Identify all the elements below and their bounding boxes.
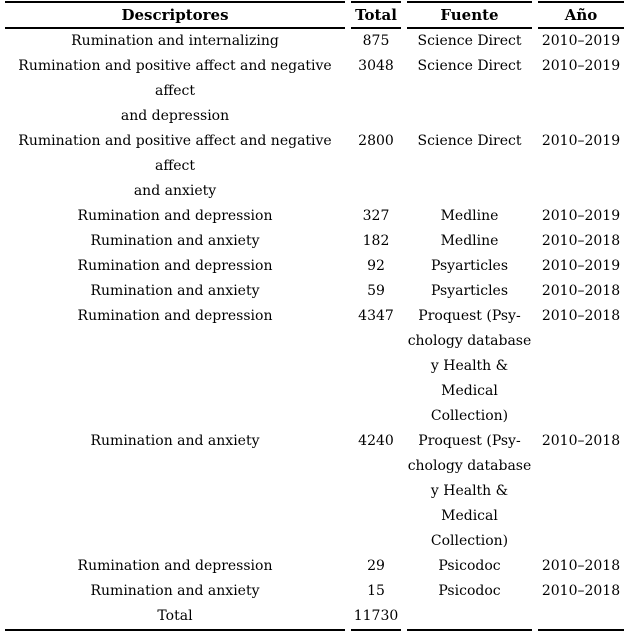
cell-total: 327	[362, 208, 390, 224]
cell-total: 15	[367, 583, 385, 599]
cell-fuente: Psyarticles	[430, 258, 509, 274]
cell-descriptor: Rumination and anxiety	[90, 283, 260, 299]
column-header-total: Total	[351, 1, 401, 29]
cell-descriptor: Rumination and anxiety	[90, 233, 260, 249]
cell-fuente: Psicodoc	[438, 583, 501, 599]
table-row: Rumination and anxiety 182 Medline 2010–…	[5, 229, 624, 254]
cell-descriptor: Rumination and depression	[77, 258, 273, 274]
table-row: Rumination and depression 92 Psyarticles…	[5, 254, 624, 279]
column-header-anio: Año	[538, 1, 624, 29]
cell-anio: 2010–2018	[541, 433, 621, 449]
cell-anio: 2010–2018	[541, 558, 621, 574]
cell-total: 92	[367, 258, 385, 274]
cell-fuente-empty	[407, 604, 532, 631]
cell-descriptor: Rumination and positive affect and negat…	[18, 58, 332, 124]
table-row: Rumination and depression 4347 Proquest …	[5, 304, 624, 429]
cell-anio: 2010–2019	[541, 133, 621, 149]
cell-fuente: Medline	[440, 233, 499, 249]
cell-grand-total: 11730	[351, 604, 401, 631]
cell-fuente: Proquest (Psy- chology database y Health…	[407, 308, 532, 424]
table-row: Rumination and internalizing 875 Science…	[5, 29, 624, 54]
cell-descriptor-total-label: Total	[5, 604, 345, 631]
cell-total: 4347	[358, 308, 394, 324]
cell-fuente: Psicodoc	[438, 558, 501, 574]
table-row: Rumination and anxiety 4240 Proquest (Ps…	[5, 429, 624, 554]
table-row: Rumination and depression 29 Psicodoc 20…	[5, 554, 624, 579]
table-row: Rumination and positive affect and negat…	[5, 54, 624, 129]
table-header-row: Descriptores Total Fuente Año	[5, 1, 624, 29]
table-row: Rumination and positive affect and negat…	[5, 129, 624, 204]
table-row: Rumination and depression 327 Medline 20…	[5, 204, 624, 229]
cell-fuente: Medline	[440, 208, 499, 224]
cell-fuente: Proquest (Psy- chology database y Health…	[407, 433, 532, 549]
cell-total: 4240	[358, 433, 394, 449]
table-row: Rumination and anxiety 15 Psicodoc 2010–…	[5, 579, 624, 604]
cell-total: 182	[362, 233, 390, 249]
cell-anio: 2010–2018	[541, 283, 621, 299]
cell-descriptor: Rumination and depression	[77, 208, 273, 224]
cell-anio-empty	[538, 604, 624, 631]
cell-anio: 2010–2018	[541, 233, 621, 249]
cell-fuente: Science Direct	[417, 133, 522, 149]
cell-descriptor: Rumination and internalizing	[71, 33, 279, 49]
cell-descriptor: Rumination and depression	[77, 558, 273, 574]
cell-total: 875	[362, 33, 390, 49]
cell-total: 2800	[358, 133, 394, 149]
cell-descriptor: Rumination and anxiety	[90, 583, 260, 599]
cell-anio: 2010–2018	[541, 583, 621, 599]
cell-anio: 2010–2019	[541, 58, 621, 74]
cell-descriptor: Rumination and positive affect and negat…	[18, 133, 332, 199]
cell-descriptor: Rumination and depression	[77, 308, 273, 324]
cell-fuente: Science Direct	[417, 58, 522, 74]
table-total-row: Total 11730	[5, 604, 624, 631]
table-row: Rumination and anxiety 59 Psyarticles 20…	[5, 279, 624, 304]
cell-anio: 2010–2019	[541, 33, 621, 49]
cell-fuente: Science Direct	[417, 33, 522, 49]
cell-fuente: Psyarticles	[430, 283, 509, 299]
cell-anio: 2010–2019	[541, 208, 621, 224]
cell-total: 29	[367, 558, 385, 574]
column-header-fuente: Fuente	[407, 1, 532, 29]
cell-total: 3048	[358, 58, 394, 74]
cell-anio: 2010–2019	[541, 258, 621, 274]
cell-anio: 2010–2018	[541, 308, 621, 324]
cell-total: 59	[367, 283, 385, 299]
column-header-descriptores: Descriptores	[5, 1, 345, 29]
cell-descriptor: Rumination and anxiety	[90, 433, 260, 449]
